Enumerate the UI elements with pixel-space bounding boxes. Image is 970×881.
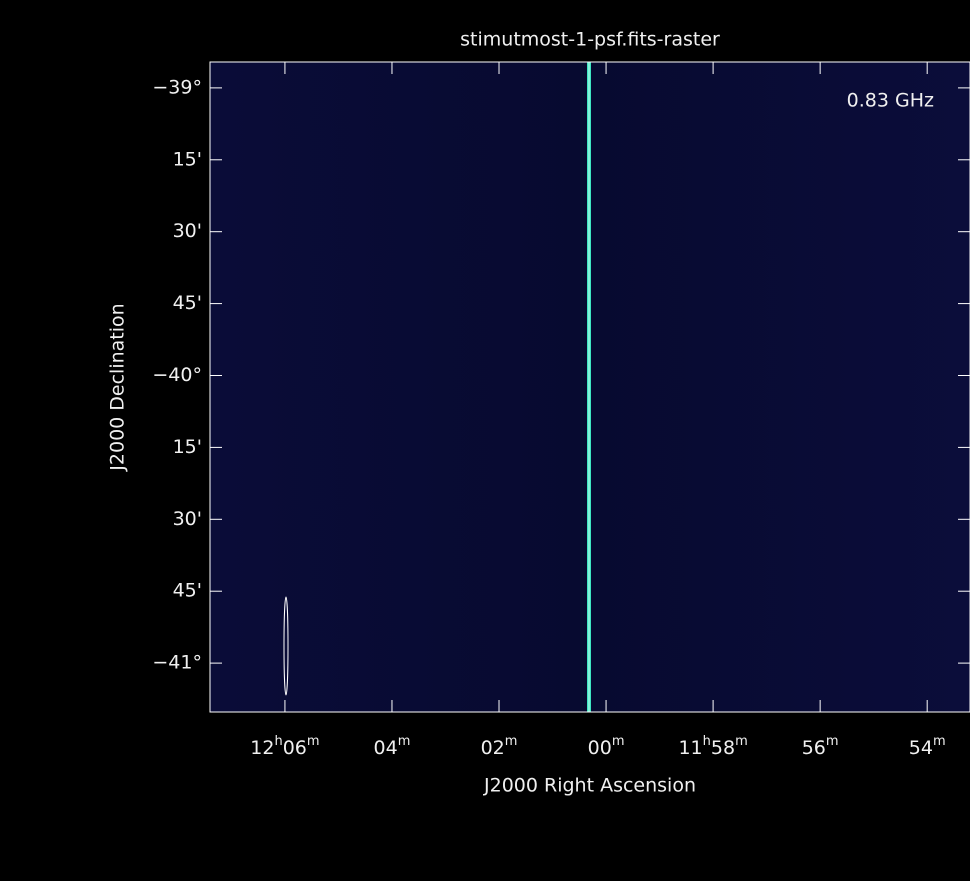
x-tick-label: 11h58m [678, 734, 747, 759]
y-tick-label: 15' [173, 436, 202, 458]
x-tick-label: 00m [588, 734, 625, 759]
chart-title: stimutmost-1-psf.fits-raster [460, 29, 720, 51]
x-tick-label: 54m [909, 734, 946, 759]
y-tick-label: 45' [173, 292, 202, 314]
x-tick-label: 02m [481, 734, 518, 759]
x-tick-label: 12h06m [250, 734, 319, 759]
y-tick-label: 45' [173, 580, 202, 602]
x-axis-label: J2000 Right Ascension [483, 775, 696, 797]
y-axis-label: J2000 Declination [107, 303, 129, 471]
y-tick-label: 30' [173, 508, 202, 530]
x-tick-label: 04m [374, 734, 411, 759]
page: {"chart_data": {"type": "image", "title"… [0, 0, 970, 881]
chart: stimutmost-1-psf.fits-raster J2000 Right… [0, 0, 970, 881]
y-tick-label: −40° [152, 364, 202, 386]
y-tick-label: 15' [173, 148, 202, 170]
y-tick-label: −39° [152, 76, 202, 98]
annotation: 0.83 GHz [847, 90, 934, 112]
y-tick-label: −41° [152, 652, 202, 674]
x-tick-label: 56m [802, 734, 839, 759]
y-tick-label: 30' [173, 220, 202, 242]
